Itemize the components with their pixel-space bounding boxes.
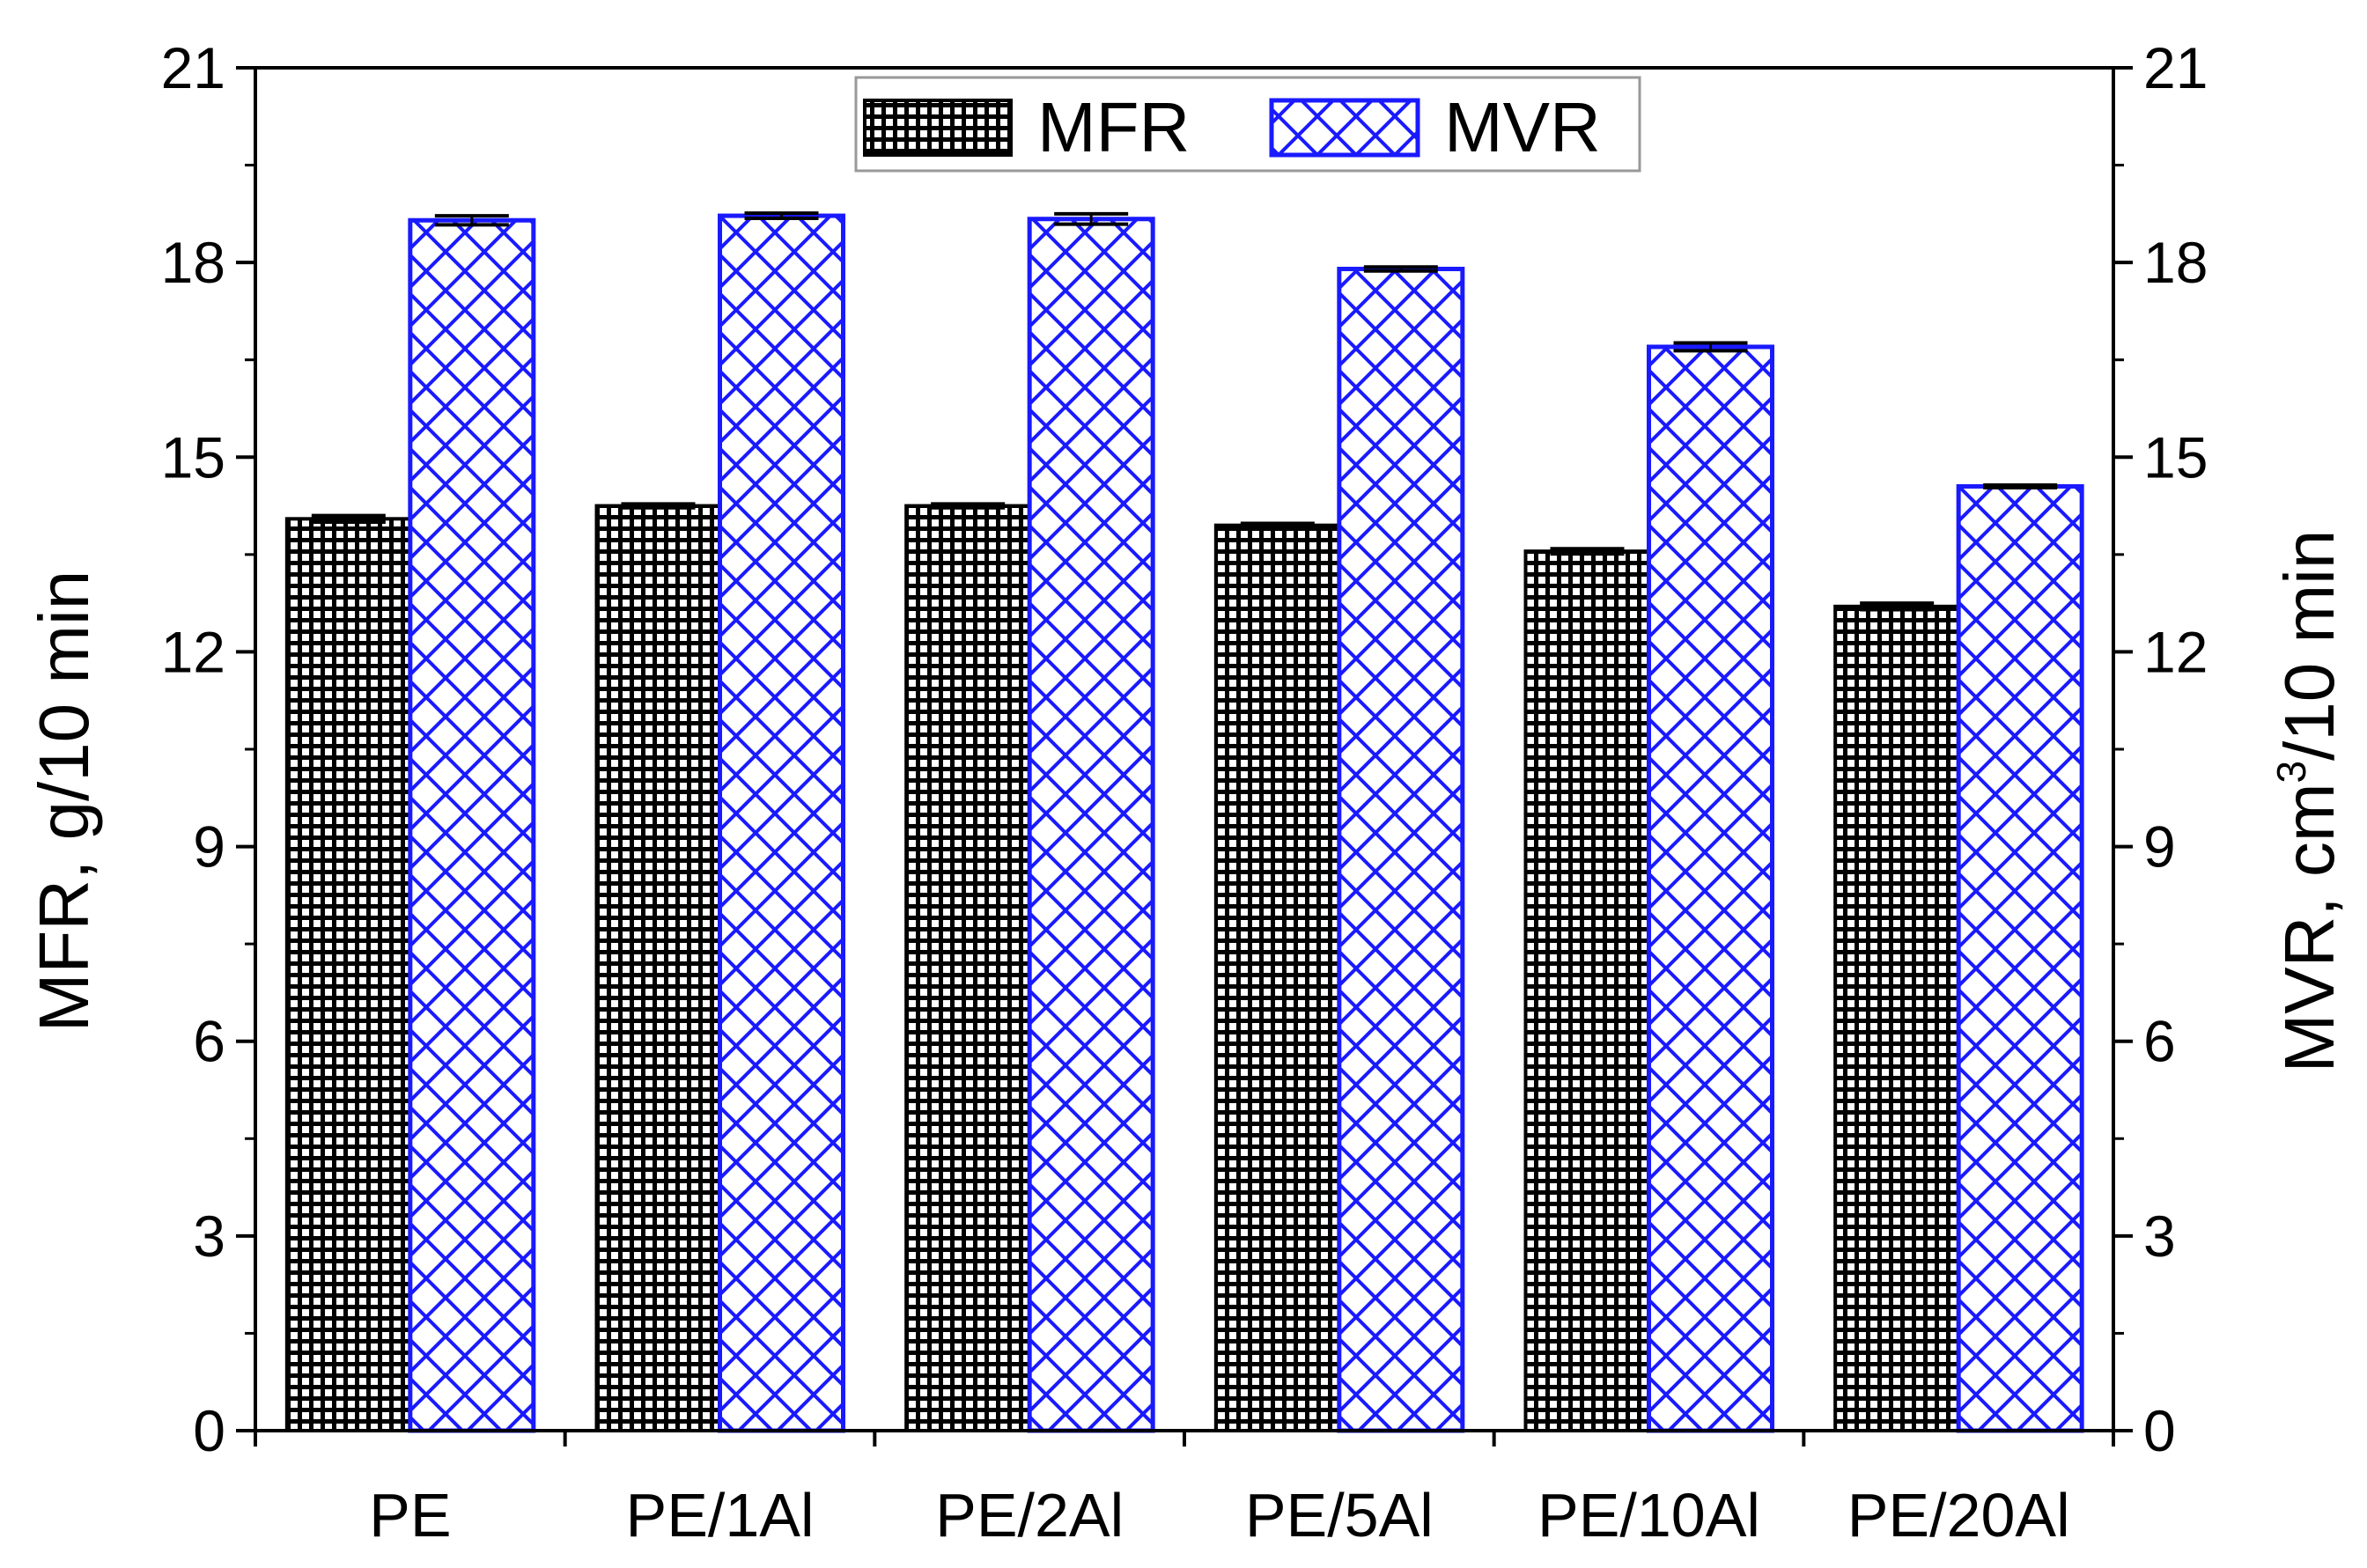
y2-tick-label-5: 15	[2143, 424, 2208, 490]
y-tick-label-7: 21	[161, 35, 225, 100]
y2-tick-label-7: 21	[2143, 35, 2208, 100]
y-tick-label-4: 12	[161, 619, 225, 684]
y2-tick-label-2: 6	[2143, 1009, 2176, 1074]
y2-tick-label-4: 12	[2143, 619, 2208, 684]
legend-label-mvr: MVR	[1444, 88, 1601, 166]
bar-mfr-pe-5al	[1213, 523, 1341, 1433]
x-tick-label-1: PE/1Al	[626, 1481, 815, 1550]
bar-mvr-pe-5al	[1337, 267, 1465, 1433]
bar-mvr-pe-2al	[1027, 217, 1155, 1433]
bar-mfr-pe-2al	[904, 504, 1032, 1432]
bar-mfr-pe	[284, 517, 412, 1432]
y2-axis-title-main: MVR, cm	[2270, 784, 2349, 1073]
x-tick-label-0: PE	[369, 1481, 451, 1550]
bar-mfr-pe-1al	[594, 504, 722, 1432]
x-tick-label-4: PE/10Al	[1537, 1481, 1760, 1550]
legend: MFR MVR	[854, 76, 1641, 173]
y2-tick-label-1: 3	[2143, 1204, 2176, 1269]
x-tick-label-5: PE/20Al	[1847, 1481, 2070, 1550]
y-tick-label-0: 0	[193, 1398, 225, 1463]
bar-mvr-pe-20al	[1956, 483, 2084, 1433]
x-tick-label-3: PE/5Al	[1245, 1481, 1434, 1550]
y2-tick-label-3: 9	[2143, 814, 2176, 880]
y2-tick-label-6: 18	[2143, 230, 2208, 295]
y-tick-label-5: 15	[161, 424, 225, 490]
x-tick-label-2: PE/2Al	[935, 1481, 1124, 1550]
bars-layer	[284, 211, 2084, 1433]
legend-swatch-mvr	[1269, 98, 1420, 158]
y-tick-label-6: 18	[161, 230, 225, 295]
y-tick-label-3: 9	[193, 814, 225, 880]
y-tick-label-1: 3	[193, 1204, 225, 1269]
bar-mfr-pe-20al	[1833, 604, 1961, 1432]
y2-axis-title-tail: /10 min	[2270, 530, 2349, 761]
labels-layer: PE PE/1Al PE/2Al PE/5Al PE/10Al PE/20Al 0 3 6 9 12…	[161, 35, 2208, 1550]
bar-mvr-pe-1al	[718, 213, 845, 1433]
y-axis-title-text: MFR, g/10 min	[25, 571, 103, 1033]
bar-mfr-pe-10al	[1523, 549, 1651, 1432]
y2-tick-label-0: 0	[2143, 1398, 2176, 1463]
bar-mvr-pe-10al	[1647, 344, 1774, 1433]
axes-layer	[236, 66, 2133, 1447]
y-tick-label-2: 6	[193, 1009, 225, 1074]
y2-axis-title-text: MVR, cm3/10 min	[2268, 530, 2349, 1073]
bar-mvr-pe	[408, 217, 536, 1433]
y2-axis-title: MVR, cm3/10 min	[2268, 530, 2349, 1073]
y-axis-title: MFR, g/10 min	[25, 571, 103, 1033]
legend-label-mfr: MFR	[1037, 88, 1190, 166]
y2-axis-title-sup: 3	[2268, 761, 2314, 784]
legend-swatch-mfr	[863, 99, 1013, 157]
